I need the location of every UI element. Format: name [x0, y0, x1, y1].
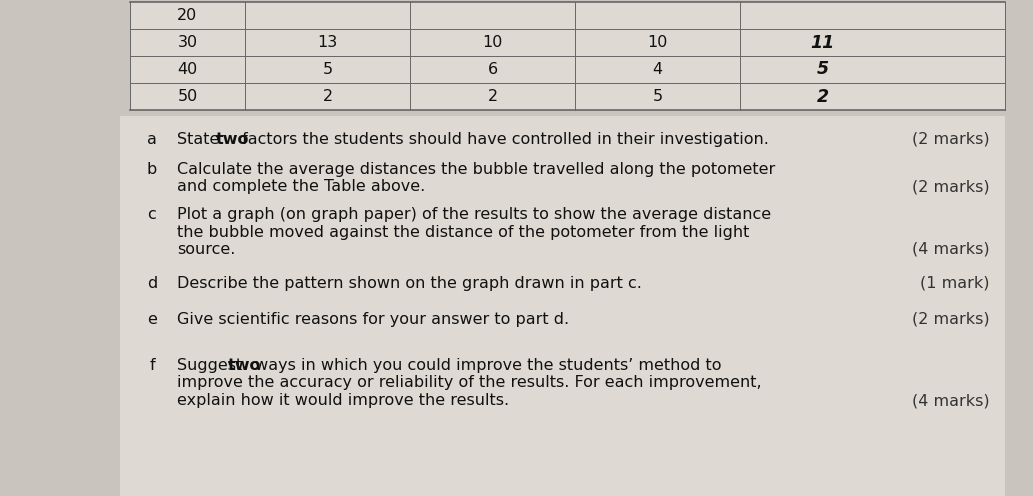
Text: c: c	[148, 207, 156, 222]
Text: two: two	[216, 132, 249, 147]
Text: factors the students should have controlled in their investigation.: factors the students should have control…	[237, 132, 769, 147]
Text: 40: 40	[178, 62, 197, 77]
Text: 5: 5	[816, 61, 828, 78]
Text: (4 marks): (4 marks)	[912, 393, 990, 408]
Text: Give scientific reasons for your answer to part d.: Give scientific reasons for your answer …	[177, 312, 569, 327]
Text: 2: 2	[488, 89, 498, 104]
Text: d: d	[147, 276, 157, 291]
Text: 4: 4	[653, 62, 662, 77]
Text: Calculate the average distances the bubble travelled along the potometer: Calculate the average distances the bubb…	[177, 162, 775, 177]
Text: explain how it would improve the results.: explain how it would improve the results…	[177, 393, 509, 408]
Text: 5: 5	[322, 62, 333, 77]
Text: 13: 13	[317, 35, 338, 50]
Text: (4 marks): (4 marks)	[912, 242, 990, 257]
Text: 50: 50	[178, 89, 197, 104]
Text: two: two	[228, 358, 261, 373]
Text: 30: 30	[178, 35, 197, 50]
Text: Suggest: Suggest	[177, 358, 247, 373]
Text: 10: 10	[482, 35, 503, 50]
Text: (1 mark): (1 mark)	[920, 276, 990, 291]
FancyBboxPatch shape	[120, 116, 1005, 496]
FancyBboxPatch shape	[130, 2, 1005, 110]
Text: 2: 2	[816, 87, 828, 106]
Text: improve the accuracy or reliability of the results. For each improvement,: improve the accuracy or reliability of t…	[177, 375, 761, 390]
Text: 20: 20	[178, 8, 197, 23]
Text: the bubble moved against the distance of the potometer from the light: the bubble moved against the distance of…	[177, 225, 749, 240]
Text: 11: 11	[810, 34, 835, 52]
Text: a: a	[147, 132, 157, 147]
Text: (2 marks): (2 marks)	[912, 312, 990, 327]
Text: 2: 2	[322, 89, 333, 104]
Text: Plot a graph (on graph paper) of the results to show the average distance: Plot a graph (on graph paper) of the res…	[177, 207, 771, 222]
Text: ways in which you could improve the students’ method to: ways in which you could improve the stud…	[250, 358, 721, 373]
Text: (2 marks): (2 marks)	[912, 132, 990, 147]
Text: (2 marks): (2 marks)	[912, 180, 990, 194]
Text: Describe the pattern shown on the graph drawn in part c.: Describe the pattern shown on the graph …	[177, 276, 641, 291]
Text: f: f	[149, 358, 155, 373]
Text: source.: source.	[177, 242, 236, 257]
Text: 6: 6	[488, 62, 498, 77]
Text: 10: 10	[648, 35, 667, 50]
Text: and complete the Table above.: and complete the Table above.	[177, 180, 426, 194]
Text: 5: 5	[653, 89, 662, 104]
Text: e: e	[147, 312, 157, 327]
Text: b: b	[147, 162, 157, 177]
Text: State: State	[177, 132, 224, 147]
